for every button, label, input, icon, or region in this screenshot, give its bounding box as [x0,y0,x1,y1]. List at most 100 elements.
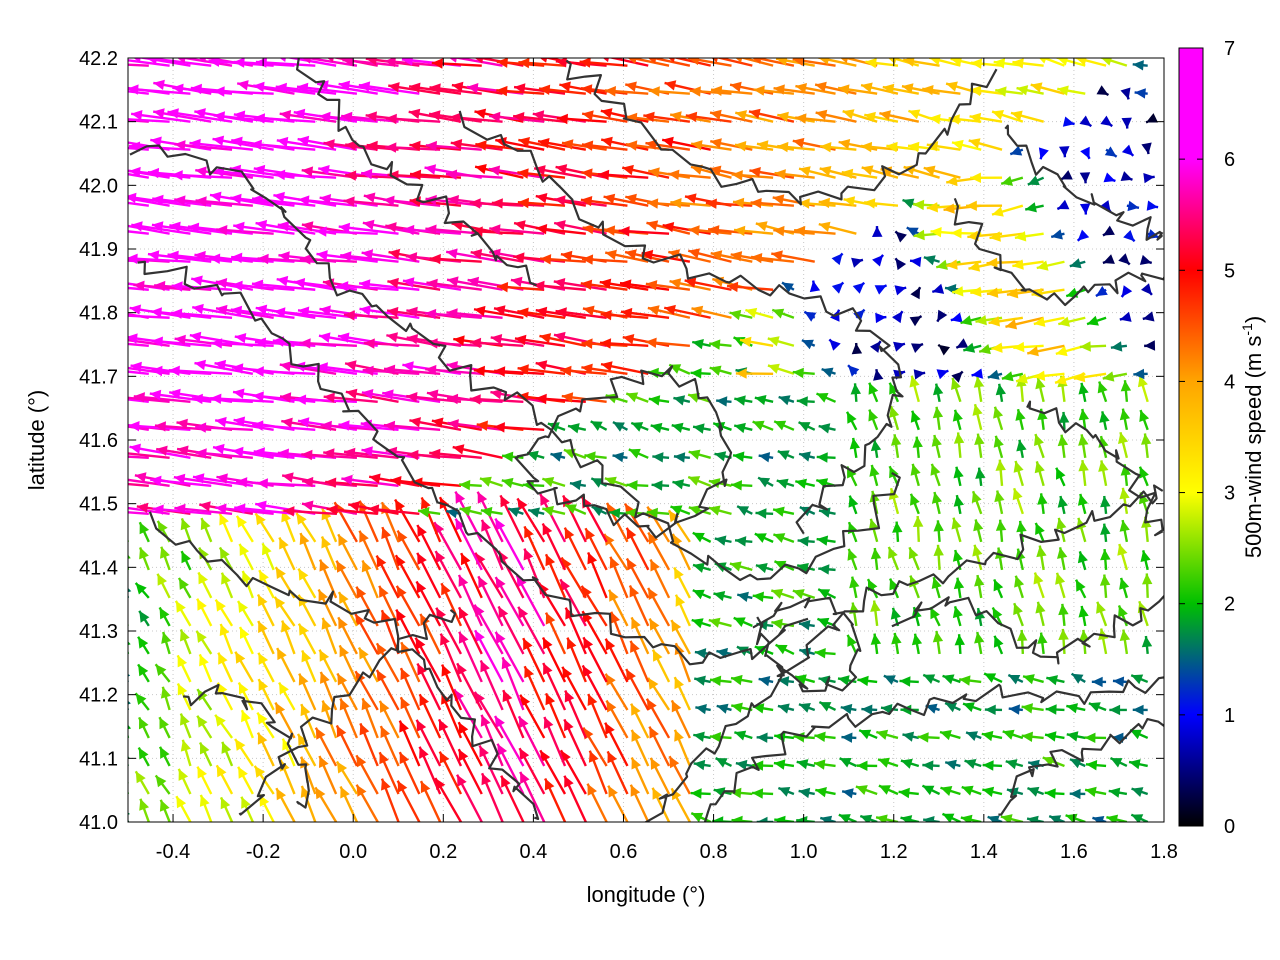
wind-arrow-head [1121,117,1132,129]
colorbar-label-exponent: -1 [1239,323,1255,336]
wind-arrow-head [115,609,126,621]
wind-arrow-head [446,507,458,519]
wind-arrow [590,420,608,431]
wind-arrow-head [801,339,814,350]
wind-arrow [337,616,358,655]
wind-arrow [989,231,1023,242]
wind-arrow-head [535,193,548,204]
wind-arrow [767,363,795,375]
wind-arrow-head [906,227,919,238]
wind-arrow-head [587,552,598,565]
wind-arrow [864,111,899,123]
wind-arrow-head [514,220,526,231]
wind-arrow-head [734,395,746,406]
wind-arrow [668,755,691,795]
wind-arrow-head [180,739,191,752]
wind-arrow-head [1021,731,1033,742]
wind-arrow-head [894,285,907,296]
wind-arrow [1016,520,1027,543]
wind-arrow-head [774,420,787,431]
wind-arrow-head [400,668,411,681]
wind-arrow-head [630,784,641,797]
wind-arrow-head [343,310,355,321]
wind-arrow [537,138,587,151]
wind-arrow-head [929,58,941,66]
wind-arrow [1120,380,1132,402]
wind-arrow-head [316,362,328,373]
wind-arrow [729,309,753,321]
wind-arrow-head [153,79,165,90]
wind-arrow [297,568,317,599]
wind-arrow-head [453,335,465,346]
wind-arrow-head [508,507,520,517]
wind-arrow-head [674,643,685,656]
wind-arrow [643,111,691,123]
wind-arrow-head [195,448,207,459]
wind-arrow [1145,113,1158,124]
wind-arrow [1037,632,1048,655]
wind-arrow [1044,788,1065,799]
wind-arrow-head [441,583,451,596]
wind-arrow [500,775,525,822]
wind-arrow [971,490,983,515]
wind-arrow-head [853,309,865,321]
wind-arrow [1030,82,1065,95]
wind-arrow-head [345,360,357,371]
wind-arrow-head [898,787,910,799]
wind-arrow-head [1098,460,1109,472]
wind-arrow [646,507,670,519]
wind-arrow-head [281,620,291,633]
wind-arrow-shaft [128,63,149,67]
wind-arrow-head [777,111,789,122]
wind-arrow [502,689,525,739]
wind-arrow [174,140,233,151]
wind-arrow-head [233,388,245,399]
wind-arrow [542,662,567,711]
colorbar-tick-label: 4 [1224,371,1235,393]
wind-arrow [1086,315,1107,326]
wind-arrow-head [543,717,554,729]
wind-arrow-head [388,248,401,260]
wind-arrow-head [495,716,505,728]
wind-arrow [716,703,732,714]
wind-arrow-head [672,479,685,490]
wind-arrow-head [219,624,230,636]
wind-arrow-head [425,224,437,235]
wind-arrow-head [581,84,593,95]
wind-arrow [932,406,944,430]
wind-arrow [984,704,1003,715]
wind-arrow [781,281,795,293]
wind-arrow [607,589,629,627]
wind-arrow [128,724,132,738]
wind-arrow-head [94,477,105,487]
wind-arrow [1008,704,1023,715]
wind-arrow [128,259,149,263]
wind-arrow [1034,461,1045,487]
wind-arrow-shaft [128,197,170,207]
wind-arrow [798,421,816,432]
wind-arrow-head [737,506,750,516]
wind-arrow [1142,573,1153,598]
wind-arrow [338,644,358,683]
wind-arrow [887,546,900,571]
wind-arrow [736,591,753,602]
wind-arrow [380,778,400,822]
wind-arrow [582,636,608,683]
wind-arrow [458,631,483,683]
wind-arrow-head [1077,551,1088,564]
wind-arrow [673,729,691,767]
wind-arrow [326,504,378,516]
wind-arrow-head [922,785,935,796]
wind-arrow-head [754,533,767,543]
wind-arrow [911,633,923,655]
wind-arrow [903,58,940,67]
wind-arrow-head [128,812,130,815]
wind-arrow-head [66,281,77,291]
wind-arrow-head [258,621,268,633]
wind-arrow-head [911,633,923,646]
wind-arrow [494,366,545,377]
wind-arrow-head [493,422,505,433]
wind-arrow-head [187,222,200,233]
wind-arrow [1027,786,1045,797]
wind-arrow-head [363,192,376,203]
